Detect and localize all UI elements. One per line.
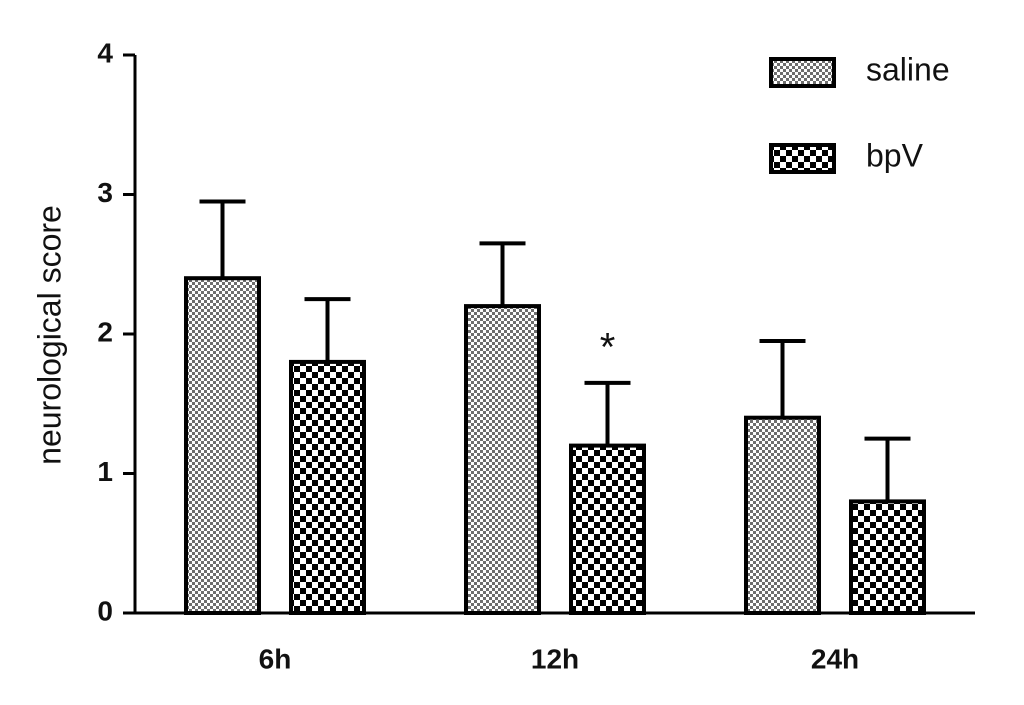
y-tick-label: 0 xyxy=(97,595,113,626)
bar xyxy=(289,359,366,615)
y-tick-label: 2 xyxy=(97,316,113,347)
y-tick-label: 1 xyxy=(97,456,113,487)
bar xyxy=(849,499,926,615)
x-tick-label: 6h xyxy=(259,643,292,674)
x-tick-label: 24h xyxy=(811,643,859,674)
legend-label: saline xyxy=(866,51,950,87)
bar xyxy=(464,304,541,615)
bar xyxy=(184,276,261,615)
y-axis-label: neurological score xyxy=(31,205,67,465)
annotation: * xyxy=(600,326,616,370)
legend-label: bpV xyxy=(866,137,924,173)
legend-swatch xyxy=(769,57,836,88)
y-tick-label: 4 xyxy=(97,37,113,68)
bar xyxy=(569,443,646,615)
legend-swatch xyxy=(769,143,836,174)
bar xyxy=(744,415,821,616)
y-tick-label: 3 xyxy=(97,177,113,208)
x-tick-label: 12h xyxy=(531,643,579,674)
